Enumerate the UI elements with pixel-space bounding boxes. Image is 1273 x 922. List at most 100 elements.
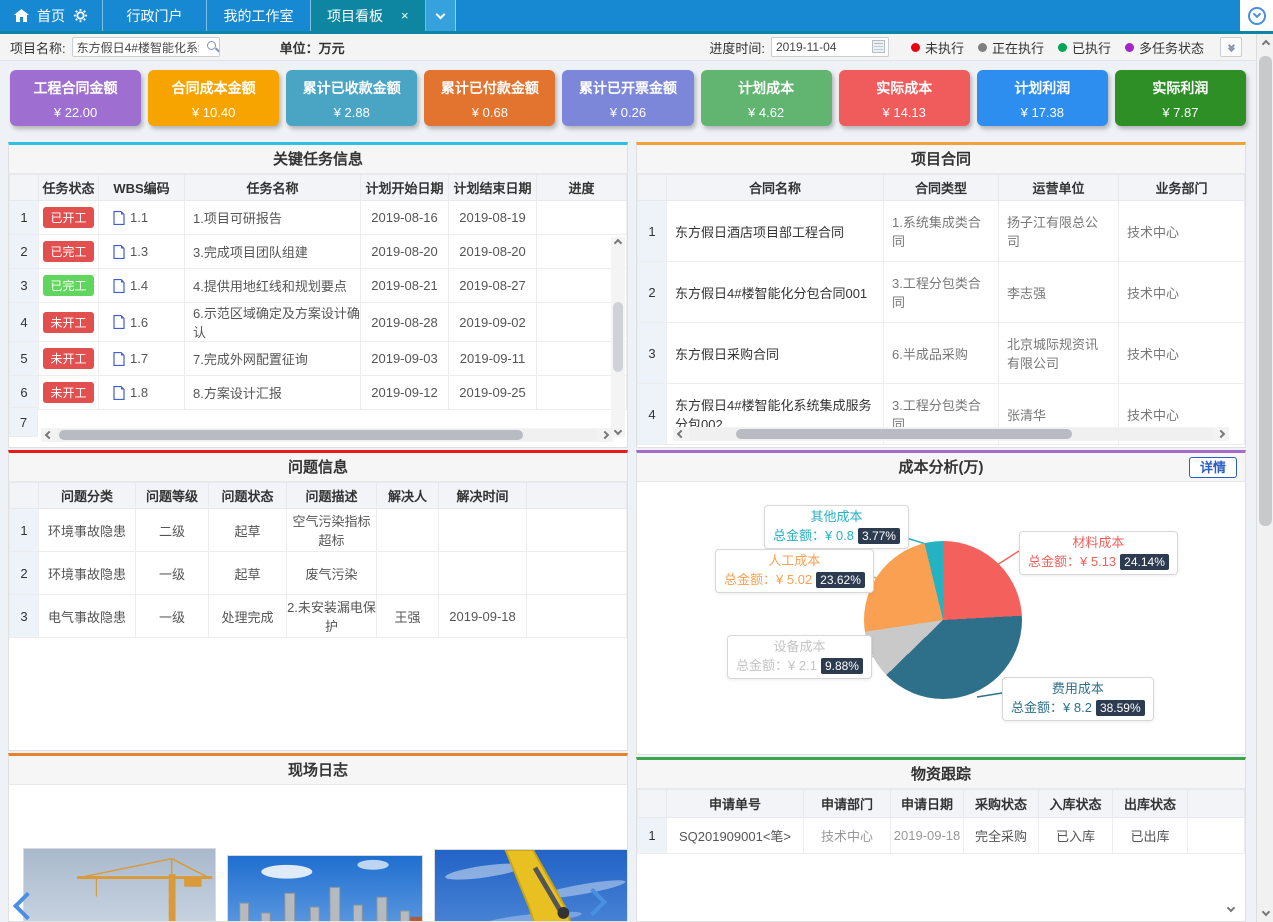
tab-admin-portal[interactable]: 行政门户 [103, 0, 207, 31]
calendar-icon[interactable] [871, 40, 885, 53]
pie-chart[interactable] [864, 541, 1022, 699]
tab-my-workspace[interactable]: 我的工作室 [207, 0, 311, 31]
cell-extra [526, 594, 627, 638]
search-icon[interactable] [206, 41, 216, 50]
file-icon[interactable] [113, 210, 125, 225]
kpi-label: 工程合同金额 [33, 80, 118, 96]
gear-icon[interactable] [73, 8, 88, 23]
amount-value: ¥ 5.13 [1080, 554, 1117, 569]
slice-name: 设备成本 [773, 639, 826, 654]
file-icon[interactable] [113, 278, 125, 293]
row-number: 1 [9, 508, 39, 552]
slice-amount-row: 总金额：¥ 5.02 23.62% [724, 569, 865, 588]
scroll-down-icon[interactable] [613, 426, 623, 436]
file-icon[interactable] [113, 385, 125, 400]
scroll-up-icon[interactable] [613, 238, 623, 248]
project-name-wrap [71, 37, 220, 57]
construction-pillars-photo[interactable] [227, 855, 423, 921]
table-row[interactable]: 5 未开工 1.7 7.完成外网配置征询 2019-09-03 2019-09-… [9, 341, 627, 376]
tab-project-dashboard[interactable]: 项目看板 [311, 0, 426, 31]
table-row[interactable]: 1 SQ201909001<笔> 技术中心 2019-09-18 完全采购 已入… [637, 817, 1245, 854]
amount-prefix: 总金额： [724, 572, 777, 587]
project-name-input[interactable] [71, 37, 220, 57]
col-business-dept: 业务部门 [1118, 174, 1245, 201]
tasks-horizontal-scrollbar[interactable] [41, 428, 613, 442]
close-icon[interactable] [401, 8, 409, 23]
scroll-left-icon[interactable] [44, 430, 54, 440]
page-scrollbar[interactable] [1256, 34, 1273, 922]
cell-contract-type: 6.半成品采购 [883, 322, 999, 384]
cell-task-name: 3.完成项目团队组建 [184, 234, 361, 269]
table-row[interactable]: 3 东方假日采购合同 6.半成品采购 北京城际规资讯有限公司 技术中心 [637, 322, 1245, 384]
percent-badge: 24.14% [1120, 554, 1169, 570]
cost-pie-chart: 其他成本 总金额：¥ 0.8 3.77% 人工成本 总金额：¥ 5.02 23.62… [637, 485, 1245, 754]
kpi-value: ¥ 10.40 [191, 105, 236, 120]
status-badge: 未开工 [43, 348, 94, 369]
contracts-table: 合同名称 合同类型 运营单位 业务部门 1 东方假日酒店项目部工程合同 1.系统… [637, 174, 1245, 445]
status-badge: 未开工 [43, 382, 94, 403]
scroll-left-icon[interactable] [676, 429, 686, 439]
file-icon[interactable] [113, 244, 125, 259]
col-purchase-status: 采购状态 [963, 789, 1039, 818]
row-number: 6 [9, 375, 39, 410]
table-row[interactable]: 1 环境事故隐患 二级 起草 空气污染指标超标 [9, 508, 627, 552]
file-icon[interactable] [113, 315, 125, 329]
scroll-up-icon[interactable] [1257, 36, 1273, 52]
kpi-value: ¥ 4.62 [748, 105, 785, 120]
col-issue-level: 问题等级 [135, 482, 209, 509]
scroll-down-icon[interactable] [1257, 904, 1273, 920]
detail-button[interactable]: 详情 [1188, 457, 1237, 478]
collapse-tabs-icon[interactable] [1247, 6, 1266, 25]
table-row[interactable]: 2 东方假日4#楼智能化分包合同001 3.工程分包类合同 李志强 技术中心 [637, 261, 1245, 323]
col-solve-time: 解决时间 [438, 482, 527, 509]
cell-plan-end: 2019-09-11 [448, 341, 537, 376]
table-row[interactable]: 2 环境事故隐患 一级 起草 废气污染 [9, 551, 627, 595]
cell-request-no: SQ201909001<笔> [666, 817, 804, 854]
row-number: 1 [9, 200, 39, 235]
scroll-right-icon[interactable] [600, 430, 610, 440]
cell-task-name: 1.项目可研报告 [184, 200, 361, 235]
tasks-vertical-scrollbar[interactable] [611, 237, 625, 437]
pie-label-expense-cost: 费用成本 总金额：¥ 8.2 38.59% [1002, 677, 1154, 721]
table-row[interactable]: 1 已开工 1.1 1.项目可研报告 2019-08-16 2019-08-19 [9, 200, 627, 235]
excavator-photo[interactable] [434, 849, 627, 921]
status-dot-icon [910, 42, 920, 52]
col-request-dept: 申请部门 [803, 789, 891, 818]
scrollbar-thumb[interactable] [1259, 56, 1272, 526]
amount-value: ¥ 2.1 [788, 658, 817, 673]
scrollbar-thumb[interactable] [59, 430, 524, 440]
table-row[interactable]: 6 未开工 1.8 8.方案设计汇报 2019-09-12 2019-09-25 [9, 375, 627, 410]
tab-list-chevron[interactable] [425, 0, 456, 31]
cell-plan-start: 2019-08-21 [360, 268, 449, 303]
table-row[interactable]: 4 未开工 1.6 6.示范区域确定及方案设计确认 2019-08-28 201… [9, 302, 627, 342]
table-row[interactable]: 1 东方假日酒店项目部工程合同 1.系统集成类合同 扬子江有限总公司 技术中心 [637, 200, 1245, 262]
scrollbar-thumb[interactable] [613, 302, 623, 372]
col-extra [1187, 789, 1245, 818]
progress-date-input[interactable] [770, 37, 889, 57]
file-icon[interactable] [113, 351, 125, 366]
issues-panel: 问题信息 问题分类 问题等级 问题状态 问题描述 解决人 解决时间 1 环境事故… [8, 450, 628, 751]
col-issue-desc: 问题描述 [286, 482, 377, 509]
tower-crane-photo[interactable] [23, 848, 216, 921]
scrollbar-track [689, 428, 1213, 440]
tab-label: 我的工作室 [223, 7, 294, 24]
expand-collapse-button[interactable] [1220, 37, 1242, 57]
cell-extra [526, 551, 627, 595]
table-row[interactable]: 3 电气事故隐患 一级 处理完成 2.未安装漏电保护 王强 2019-09-18 [9, 594, 627, 638]
nav-home[interactable]: 首页 [0, 0, 103, 31]
scrollbar-thumb[interactable] [736, 429, 1072, 439]
kpi-card: 累计已收款金额 ¥ 2.88 [286, 70, 418, 126]
cell-plan-start: 2019-08-16 [360, 200, 449, 235]
scroll-down-icon[interactable] [1226, 903, 1236, 913]
row-number: 1 [637, 200, 667, 262]
kpi-label: 合同成本金额 [171, 80, 256, 96]
amount-value: ¥ 0.8 [825, 528, 854, 543]
row-number: 4 [9, 302, 39, 342]
contracts-horizontal-scrollbar[interactable] [673, 427, 1229, 441]
cell-solve-time [438, 508, 527, 552]
table-row[interactable]: 3 已完工 1.4 4.提供用地红线和规划要点 2019-08-21 2019-… [9, 268, 627, 303]
table-row[interactable]: 2 已完工 1.3 3.完成项目团队组建 2019-08-20 2019-08-… [9, 234, 627, 269]
scroll-right-icon[interactable] [1216, 429, 1226, 439]
kpi-label: 累计已开票金额 [578, 80, 677, 96]
cell-issue-level: 二级 [135, 508, 209, 552]
